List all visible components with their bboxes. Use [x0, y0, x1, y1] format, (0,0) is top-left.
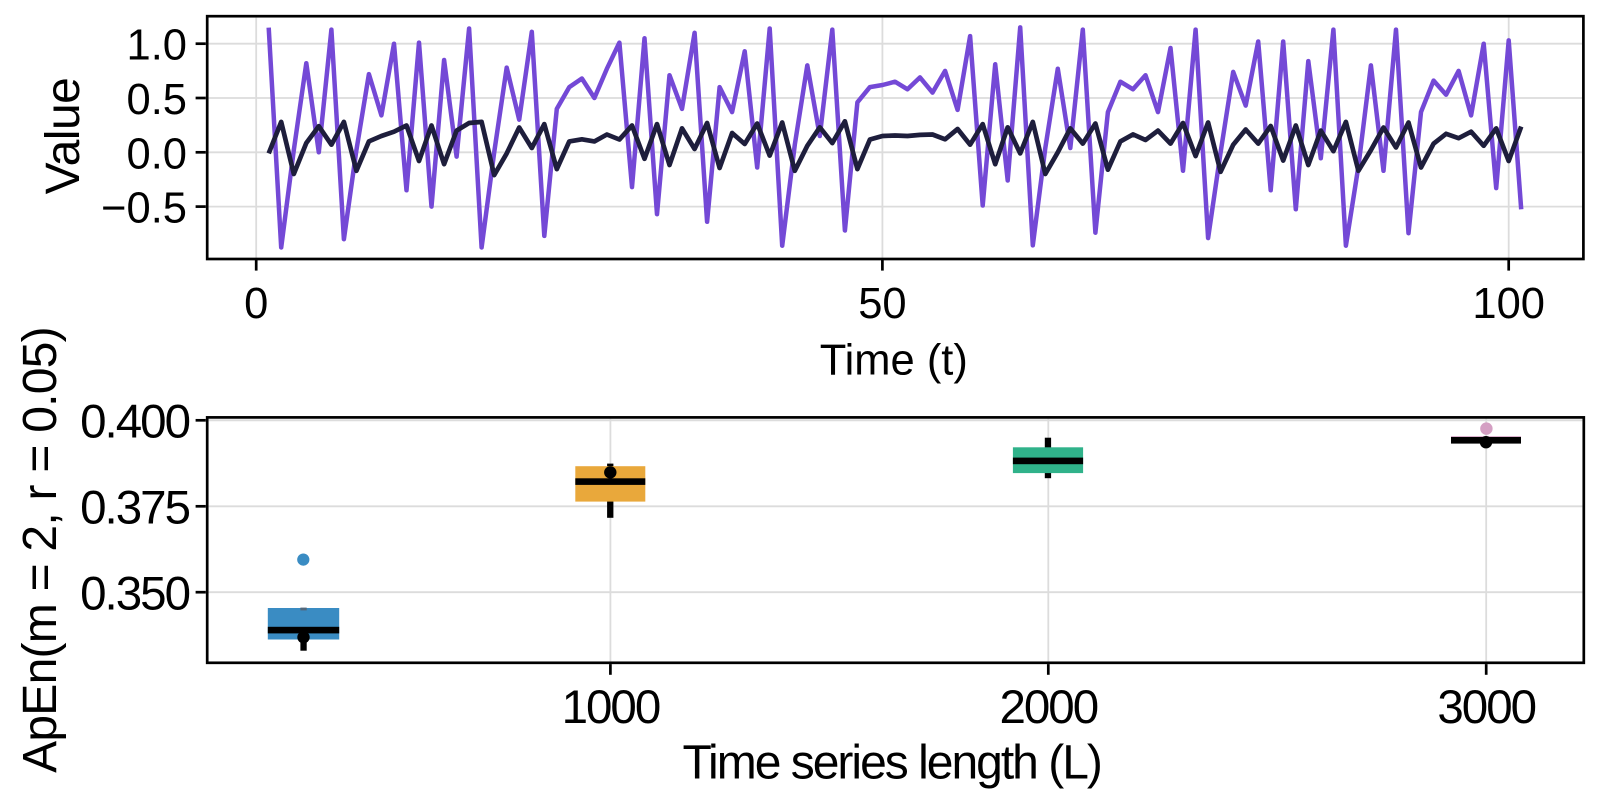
svg-text:Value: Value [37, 78, 90, 195]
svg-text:1.0: 1.0 [127, 22, 187, 70]
svg-text:Time (t): Time (t) [820, 337, 968, 385]
svg-text:0: 0 [244, 280, 268, 328]
svg-text:ApEn(m = 2, r = 0.05): ApEn(m = 2, r = 0.05) [14, 327, 67, 773]
svg-text:3000: 3000 [1437, 681, 1535, 734]
svg-text:0.5: 0.5 [127, 76, 187, 124]
svg-text:2000: 2000 [999, 681, 1097, 734]
svg-text:1000: 1000 [562, 681, 660, 734]
svg-text:Time series length (L): Time series length (L) [683, 737, 1101, 790]
svg-text:0.400: 0.400 [80, 396, 189, 449]
svg-text:50: 50 [858, 280, 906, 328]
svg-text:−0.5: −0.5 [101, 185, 187, 233]
svg-text:0.350: 0.350 [80, 568, 189, 621]
svg-text:0.375: 0.375 [80, 482, 189, 535]
svg-text:100: 100 [1472, 280, 1545, 328]
svg-text:0.0: 0.0 [127, 130, 187, 178]
